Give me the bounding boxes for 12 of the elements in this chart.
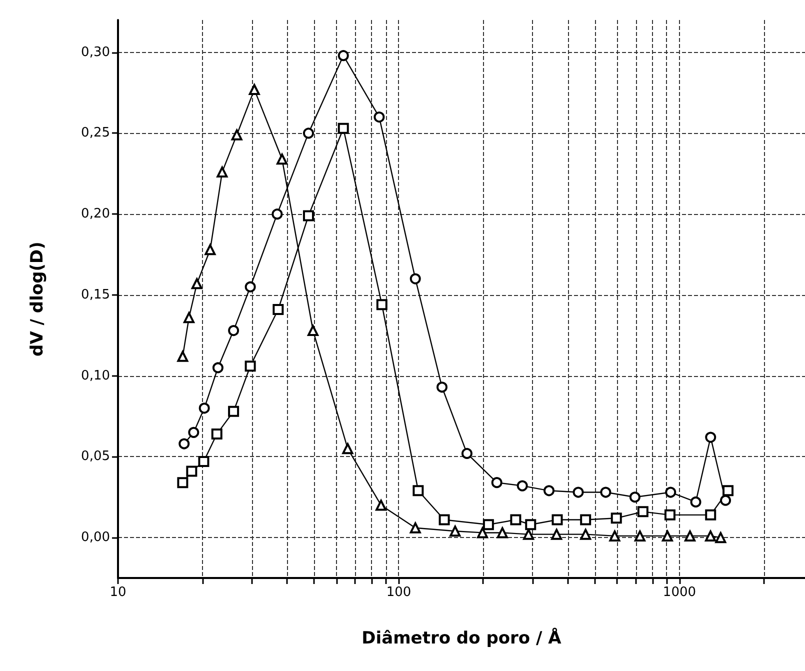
x-tick-label: 100: [386, 585, 412, 600]
x-tick-label: 1000: [662, 585, 696, 600]
y-tick-label: 0,30: [81, 44, 110, 60]
y-tick-label: 0,20: [81, 206, 110, 222]
y-tick-label: 0,05: [81, 449, 110, 464]
y-tick-label: 0,10: [81, 368, 110, 384]
y-axis-title: dV / dlog(D): [28, 242, 48, 356]
x-axis-title: Diâmetro do poro / Å: [362, 628, 562, 648]
x-tick-label: 10: [110, 585, 126, 600]
y-tick-label: 0,15: [81, 287, 110, 302]
y-tick-label: 0,00: [81, 530, 110, 546]
y-tick-label: 0,25: [81, 126, 110, 141]
